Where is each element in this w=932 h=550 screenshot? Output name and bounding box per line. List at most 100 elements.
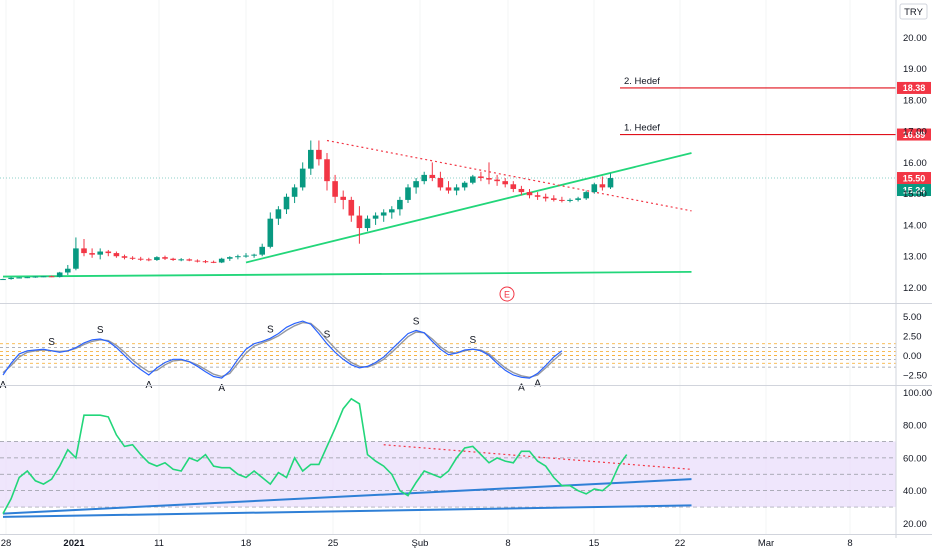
candle[interactable] (397, 199, 403, 210)
candle[interactable] (453, 187, 460, 191)
candle[interactable] (16, 277, 22, 279)
candle[interactable] (251, 254, 257, 256)
candle[interactable] (518, 188, 525, 193)
rsi-trendline[interactable] (2, 478, 692, 515)
candle[interactable] (267, 218, 274, 247)
candle[interactable] (502, 181, 508, 185)
candle[interactable] (8, 277, 14, 280)
candle[interactable] (170, 258, 176, 260)
candle[interactable] (89, 253, 95, 255)
rsi-axis-tick-label: 80.00 (903, 421, 927, 432)
candle[interactable] (437, 178, 444, 188)
candle[interactable] (405, 187, 411, 200)
price-badge-label: 18.38 (903, 83, 926, 93)
candle[interactable] (567, 199, 573, 201)
candle[interactable] (510, 184, 517, 189)
candle[interactable] (178, 259, 184, 261)
candle[interactable] (599, 184, 606, 188)
candle[interactable] (308, 149, 314, 169)
candle[interactable] (218, 258, 225, 263)
candle[interactable] (413, 181, 419, 188)
candle[interactable] (40, 276, 47, 278)
candle[interactable] (429, 174, 436, 179)
rsi-trendline[interactable] (2, 504, 692, 518)
candle[interactable] (162, 257, 168, 259)
candle[interactable] (559, 199, 565, 201)
rsi-axis-tick-label: 60.00 (903, 453, 927, 464)
candle[interactable] (137, 258, 144, 260)
candle[interactable] (81, 248, 87, 254)
support-trendline[interactable] (2, 270, 692, 278)
candle[interactable] (194, 260, 201, 262)
candle[interactable] (275, 209, 282, 219)
time-axis-label: 25 (328, 538, 339, 549)
candle[interactable] (421, 174, 427, 182)
candle[interactable] (348, 199, 355, 216)
rsi-axis-tick-label: 100.00 (903, 388, 932, 399)
candle[interactable] (0, 279, 6, 281)
candle[interactable] (73, 248, 79, 269)
candle[interactable] (235, 256, 241, 258)
candle[interactable] (113, 253, 120, 257)
currency-button[interactable]: TRY (899, 3, 928, 20)
candle[interactable] (291, 187, 298, 197)
oscillator-axis-tick-label: 0.00 (903, 351, 922, 362)
candle[interactable] (316, 149, 322, 160)
candle[interactable] (105, 251, 112, 254)
candle[interactable] (445, 187, 452, 191)
candle[interactable] (332, 181, 338, 197)
candle[interactable] (583, 192, 589, 199)
candle[interactable] (461, 182, 468, 188)
candle[interactable] (380, 212, 387, 216)
candle[interactable] (389, 209, 395, 213)
candle[interactable] (283, 196, 290, 210)
candle[interactable] (478, 176, 484, 179)
candle[interactable] (259, 246, 265, 255)
candle[interactable] (154, 257, 160, 260)
candle[interactable] (227, 257, 233, 259)
events-icon[interactable]: E (499, 286, 515, 302)
candle[interactable] (56, 272, 63, 277)
price-pane[interactable]: 2. Hedef 1. Hedef 18.38 16.89 15.50 15.24 (0, 76, 931, 281)
candle[interactable] (486, 178, 492, 180)
candle[interactable] (121, 256, 128, 258)
candle[interactable] (542, 196, 549, 199)
price-badge: 18.38 (897, 81, 931, 94)
rsi-pane[interactable] (0, 397, 896, 518)
candle[interactable] (534, 195, 541, 197)
candle[interactable] (356, 215, 363, 229)
candle[interactable] (129, 257, 136, 259)
candle[interactable] (372, 215, 379, 219)
price-axis-tick-label: 12.00 (903, 283, 927, 294)
candle[interactable] (32, 276, 39, 278)
candle[interactable] (575, 198, 581, 200)
candle[interactable] (186, 259, 193, 261)
candle[interactable] (591, 184, 598, 193)
candle[interactable] (494, 179, 500, 182)
resistance-trendline[interactable] (326, 139, 692, 212)
candle[interactable] (340, 196, 346, 200)
candle[interactable] (146, 259, 152, 261)
candle[interactable] (299, 168, 306, 188)
candle[interactable] (24, 277, 31, 279)
candle[interactable] (97, 251, 103, 255)
candle[interactable] (324, 159, 330, 182)
support-trendline[interactable] (245, 152, 692, 264)
oscillator-line[interactable] (2, 320, 563, 379)
candle[interactable] (364, 218, 371, 229)
rsi-line[interactable] (2, 397, 628, 514)
rsi-trendline[interactable] (383, 444, 692, 470)
candle[interactable] (470, 176, 476, 183)
target-label: 1. Hedef (624, 123, 660, 134)
candle[interactable] (202, 261, 209, 263)
candle[interactable] (526, 192, 533, 196)
candle[interactable] (48, 276, 55, 278)
candle[interactable] (243, 255, 249, 257)
candle[interactable] (65, 268, 71, 273)
candle[interactable] (210, 261, 217, 263)
candle[interactable] (551, 198, 557, 200)
candle[interactable] (607, 178, 614, 188)
price-badge-label: 15.24 (903, 185, 926, 195)
